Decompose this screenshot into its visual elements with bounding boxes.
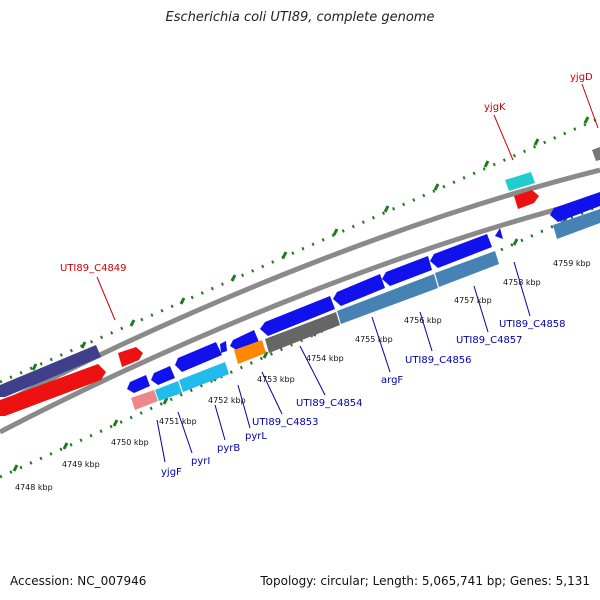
- connector-yjgK: [493, 114, 514, 161]
- connector-pyrI: [177, 411, 193, 454]
- gene-label-UTI89_C4849: UTI89_C4849: [60, 263, 127, 274]
- kbp-label: 4751 kbp: [159, 417, 197, 426]
- gene-label-UTI89_C4853: UTI89_C4853: [252, 417, 319, 428]
- kbp-label: 4755 kbp: [355, 335, 393, 344]
- feature-cyan-yjgF: [155, 381, 182, 401]
- connector-yjgD: [581, 83, 599, 129]
- kbp-label: 4758 kbp: [503, 278, 541, 287]
- feature-forward-red-long: [0, 364, 106, 416]
- kbp-label: 4756 kbp: [404, 316, 442, 325]
- feature-pink: [131, 390, 158, 410]
- kbp-label: 4753 kbp: [257, 375, 295, 384]
- connector-pyrB: [214, 404, 226, 441]
- gene-label-UTI89_C4858: UTI89_C4858: [499, 319, 566, 330]
- feature-reverse-blue: [333, 274, 385, 306]
- feature-reverse-blue: [550, 192, 600, 222]
- outer-major-tick: [433, 183, 440, 191]
- gene-label-UTI89_C4856: UTI89_C4856: [405, 355, 472, 366]
- accession-text: Accession: NC_007946: [10, 574, 147, 588]
- kbp-label: 4752 kbp: [208, 396, 246, 405]
- outer-major-tick: [281, 251, 288, 259]
- feature-steelblue: [553, 209, 600, 239]
- kbp-label: 4754 kbp: [306, 354, 344, 363]
- feature-cyan-pyrI: [179, 362, 229, 392]
- feature-reverse-blue: [127, 375, 150, 393]
- inner-major-tick: [12, 464, 19, 472]
- feature-steelblue: [337, 274, 438, 324]
- feature-yjgK-red: [514, 190, 539, 209]
- feature-reverse-blue: [382, 256, 432, 286]
- outer-major-tick: [583, 116, 590, 124]
- outer-major-tick: [31, 363, 38, 371]
- feature-reverse-blue: [175, 342, 222, 372]
- gene-label-pyrB: pyrB: [217, 443, 240, 454]
- gene-label-yjgF: yjgF: [161, 467, 182, 478]
- outer-major-tick: [483, 160, 490, 168]
- outer-major-tick: [230, 274, 237, 282]
- gene-label-pyrL: pyrL: [245, 431, 267, 442]
- connector-C4854: [299, 345, 326, 396]
- connector-yjgF: [156, 419, 166, 463]
- feature-yjgD-grey: [592, 147, 600, 161]
- feature-reverse-blue: [260, 296, 335, 336]
- kbp-label: 4749 kbp: [62, 460, 100, 469]
- inner-major-tick: [512, 238, 519, 246]
- connector-pyrL: [237, 384, 251, 429]
- gene-label-pyrI: pyrI: [191, 456, 210, 467]
- feature-reverse-blue: [151, 366, 175, 385]
- outer-major-tick: [80, 341, 87, 349]
- kbp-label: 4748 kbp: [15, 483, 53, 492]
- connector-C4857: [473, 285, 489, 333]
- gene-label-UTI89_C4854: UTI89_C4854: [296, 398, 363, 409]
- outer-major-tick: [383, 205, 390, 213]
- connector-C4856: [419, 311, 433, 352]
- outer-major-tick: [179, 297, 186, 305]
- kbp-label: 4750 kbp: [111, 438, 149, 447]
- feature-reverse-blue: [430, 234, 492, 268]
- map-title: Escherichia coli UTI89, complete genome: [165, 10, 435, 25]
- feature-steelblue: [435, 251, 499, 287]
- inner-major-tick: [162, 397, 169, 405]
- feature-reverse-blue: [230, 330, 259, 351]
- kbp-label: 4759 kbp: [553, 259, 591, 268]
- feature-orange: [234, 340, 266, 364]
- backbone-lower: [0, 195, 600, 435]
- outer-major-tick: [332, 228, 339, 236]
- feature-yjgK-cyan: [505, 172, 535, 191]
- connector-argF: [371, 316, 391, 373]
- inner-major-tick: [112, 419, 119, 427]
- gene-label-UTI89_C4857: UTI89_C4857: [456, 335, 523, 346]
- feature-reverse-blue-tiny: [220, 341, 227, 353]
- gene-label-yjgK: yjgK: [484, 102, 506, 113]
- outer-major-tick: [129, 319, 136, 327]
- gene-label-argF: argF: [381, 375, 403, 386]
- inner-major-tick: [262, 351, 269, 359]
- connector-C4849: [96, 276, 116, 321]
- connector-C4853: [261, 371, 283, 415]
- kbp-label: 4757 kbp: [454, 296, 492, 305]
- inner-major-tick: [62, 442, 69, 450]
- feature-forward-dark: [0, 345, 101, 397]
- outer-major-tick: [533, 138, 540, 146]
- topology-text: Topology: circular; Length: 5,065,741 bp…: [260, 574, 590, 588]
- feature-forward-red-small: [118, 347, 143, 367]
- feature-grey: [265, 312, 340, 353]
- connector-C4858: [513, 261, 531, 317]
- gene-label-yjgD: yjgD: [570, 72, 593, 83]
- feature-reverse-blue-tiny: [495, 228, 503, 239]
